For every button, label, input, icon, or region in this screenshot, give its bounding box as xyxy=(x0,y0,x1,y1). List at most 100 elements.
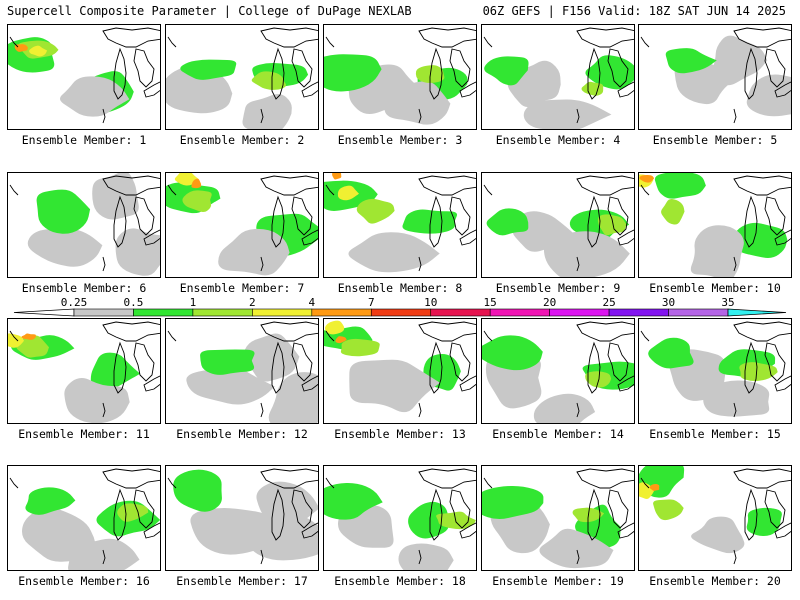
ensemble-member-map xyxy=(638,24,792,130)
ensemble-member-map xyxy=(7,172,161,278)
ensemble-member-label: Ensemble Member: 4 xyxy=(495,133,621,147)
colorbar-tick-label: 2 xyxy=(249,296,256,309)
ensemble-member-map xyxy=(7,465,161,571)
scp-contour-gray xyxy=(690,225,744,277)
scp-contour-map xyxy=(166,27,318,129)
coastline-outline xyxy=(640,321,791,418)
ensemble-member-map xyxy=(165,24,319,130)
coastline-outline xyxy=(9,468,160,565)
colorbar-tick-label: 0.25 xyxy=(61,296,88,309)
ensemble-member-label: Ensemble Member: 19 xyxy=(492,574,624,588)
scp-contour-gray xyxy=(348,232,440,273)
scp-contour-green xyxy=(324,482,383,520)
scp-contour-gray xyxy=(533,393,596,423)
scp-contour-green xyxy=(36,189,91,234)
colorbar-segment xyxy=(73,308,134,317)
colorbar-tick-label: 10 xyxy=(424,296,437,309)
scp-contour-orange xyxy=(21,333,36,340)
scp-contour-gray xyxy=(60,76,130,117)
colorbar-low-arrow xyxy=(13,308,75,317)
scp-shading xyxy=(324,482,476,570)
ensemble-member-map xyxy=(481,465,635,571)
scp-contour-gray xyxy=(543,231,630,277)
ensemble-member-map xyxy=(7,318,161,424)
scp-shading xyxy=(482,485,621,569)
scp-contour-gray xyxy=(242,93,292,129)
scp-contour-gray xyxy=(268,372,318,423)
scp-shading xyxy=(324,173,458,273)
scp-contour-gray xyxy=(92,173,139,220)
ensemble-member-label: Ensemble Member: 16 xyxy=(18,574,150,588)
scp-contour-lime xyxy=(356,198,395,224)
scp-shading xyxy=(173,469,318,561)
scp-contour-gray xyxy=(398,543,454,570)
scp-contour-lime xyxy=(340,338,380,357)
ensemble-member-map xyxy=(481,172,635,278)
coastline-outline xyxy=(9,27,160,124)
colorbar-segment xyxy=(668,308,729,317)
colorbar-high-arrow xyxy=(727,308,787,317)
scp-contour-green xyxy=(408,501,449,539)
scp-contour-lime xyxy=(597,214,627,236)
ensemble-member-label: Ensemble Member: 17 xyxy=(176,574,308,588)
run-valid-time: 06Z GEFS | F156 Valid: 18Z SAT JUN 14 20… xyxy=(482,4,786,18)
scp-contour-green xyxy=(648,337,694,369)
scp-contour-lime xyxy=(251,71,287,90)
scp-contour-map xyxy=(166,173,318,276)
scp-shading xyxy=(639,173,788,277)
scp-contour-orange xyxy=(332,173,342,180)
scp-contour-lime xyxy=(585,371,612,388)
scp-contour-yellow xyxy=(337,185,359,201)
ensemble-member-map xyxy=(323,465,477,571)
scp-contour-lime xyxy=(581,81,604,96)
colorbar-tick-label: 4 xyxy=(309,296,316,309)
ensemble-member-label: Ensemble Member: 14 xyxy=(492,427,624,441)
colorbar-segment xyxy=(252,308,313,317)
scp-shading xyxy=(21,487,160,570)
colorbar-tick-label: 0.5 xyxy=(124,296,144,309)
scp-contour-map xyxy=(324,320,476,418)
scp-contour-gray xyxy=(166,66,233,114)
ensemble-member-map xyxy=(165,172,319,278)
coastline-outline xyxy=(9,175,160,272)
scp-shading xyxy=(482,335,634,423)
ensemble-member-map xyxy=(481,24,635,130)
ensemble-member-label: Ensemble Member: 11 xyxy=(18,427,150,441)
scp-contour-orange xyxy=(14,44,28,52)
scp-contour-gray xyxy=(711,35,768,86)
scp-shading xyxy=(27,173,160,276)
scp-contour-map xyxy=(639,173,791,277)
coastline-outline xyxy=(483,175,634,272)
coastline-outline xyxy=(325,468,476,565)
scp-contour-map xyxy=(8,27,160,124)
scp-contour-green xyxy=(665,48,717,74)
scp-contour-orange xyxy=(649,483,660,491)
scp-shading xyxy=(484,55,634,129)
scp-shading xyxy=(324,54,468,125)
scp-contour-map xyxy=(482,468,634,569)
ensemble-member-map xyxy=(323,24,477,130)
scp-contour-gray xyxy=(186,367,275,405)
scp-contour-green xyxy=(654,173,706,199)
ensemble-member-label: Ensemble Member: 8 xyxy=(337,281,463,295)
scp-contour-map xyxy=(640,321,791,418)
scp-contour-map xyxy=(324,468,476,570)
scp-contour-map xyxy=(324,27,476,125)
ensemble-member-map xyxy=(165,318,319,424)
scp-contour-lime xyxy=(182,190,212,213)
colorbar-segment xyxy=(549,308,610,317)
scp-contour-map xyxy=(8,321,160,423)
scp-contour-green xyxy=(90,352,141,388)
ensemble-member-map xyxy=(638,465,792,571)
coastline-outline xyxy=(167,468,318,565)
scp-contour-map xyxy=(640,27,791,124)
colorbar-segment xyxy=(370,308,432,317)
scp-contour-gray xyxy=(523,99,612,129)
colorbar-segment xyxy=(430,308,491,317)
scp-contour-gray xyxy=(349,359,440,413)
scp-shading xyxy=(166,173,318,276)
colorbar-tick-label: 1 xyxy=(190,296,197,309)
scp-contour-map xyxy=(9,468,160,570)
ensemble-member-label: Ensemble Member: 20 xyxy=(649,574,781,588)
scp-contour-gray xyxy=(218,228,290,276)
